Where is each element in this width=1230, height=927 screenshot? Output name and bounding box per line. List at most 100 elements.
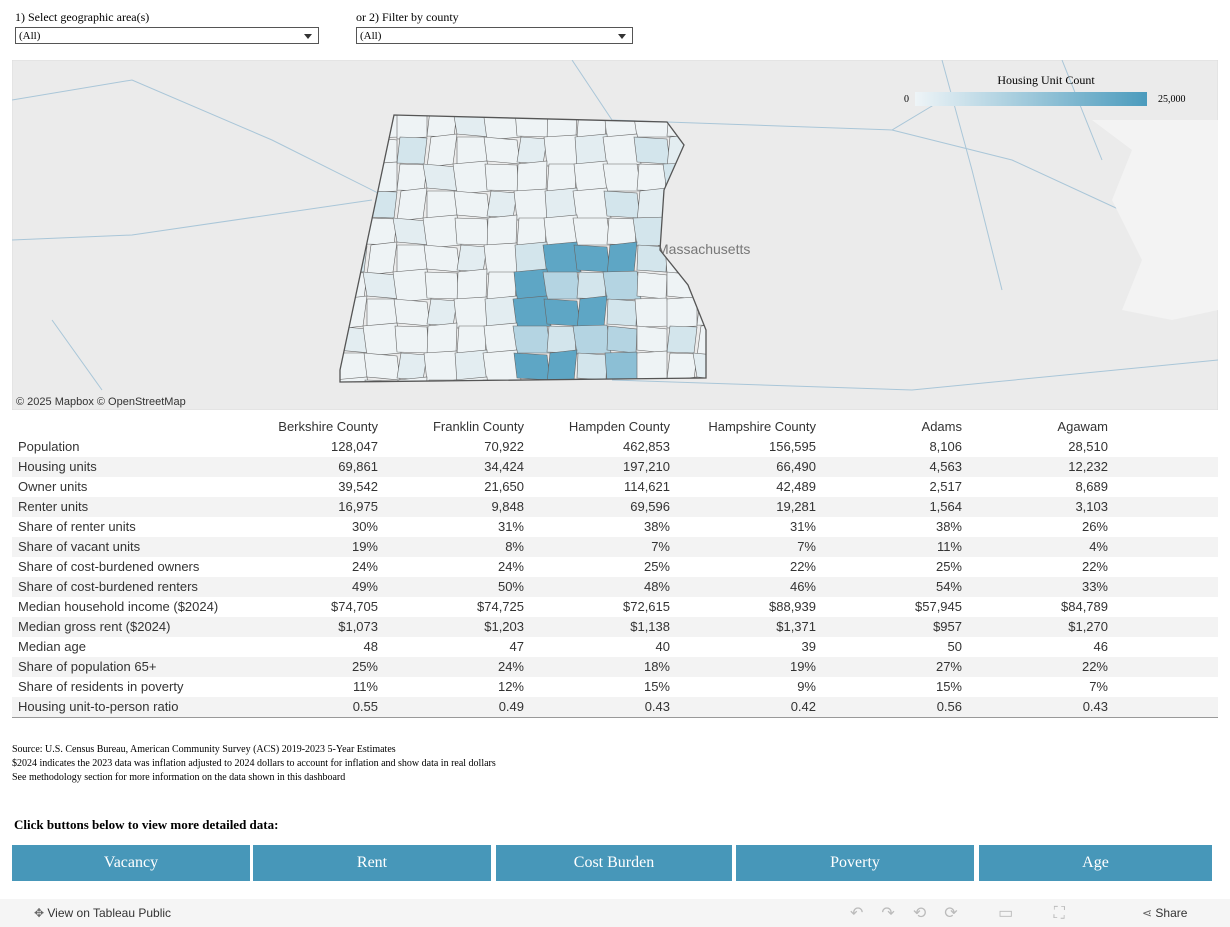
table-cell: 11% [352, 679, 378, 694]
table-cell: 7% [651, 539, 670, 554]
column-header: Adams [921, 419, 962, 434]
row-label: Population [18, 439, 80, 454]
table-cell: 49% [351, 579, 378, 594]
municipality [576, 271, 608, 300]
table-cell: $1,371 [776, 619, 816, 634]
municipality [696, 322, 706, 357]
municipality [423, 244, 461, 273]
table-cell: 24% [351, 559, 378, 574]
legend-ramp [915, 92, 1147, 106]
table-cell: 19% [351, 539, 378, 554]
toolbar-icons: ↶↷⟲⟳ ▭ ⛶ [850, 905, 1083, 922]
municipality [454, 217, 490, 246]
map-land [1092, 120, 1218, 320]
table-rule [12, 717, 1218, 718]
table-cell: 16,975 [338, 499, 378, 514]
view-link[interactable]: ✥ View on Tableau Public [34, 906, 172, 920]
place-label: Massachusetts [657, 241, 750, 257]
column-header: Berkshire County [278, 419, 378, 434]
table-cell: 25% [351, 659, 378, 674]
municipality [456, 136, 488, 165]
row-label: Renter units [18, 499, 89, 514]
legend-title: Housing Unit Count [997, 73, 1095, 87]
table-cell: 22% [789, 559, 816, 574]
table-cell: 25% [643, 559, 670, 574]
table-cell: $57,945 [915, 599, 962, 614]
table-cell: 8,106 [929, 439, 962, 454]
share-text: Share [1155, 906, 1188, 920]
filter-dropdown[interactable]: (All) [356, 27, 633, 44]
table-cell: 39,542 [338, 479, 378, 494]
nav-button[interactable]: Age [979, 845, 1212, 881]
nav-button[interactable]: Poverty [736, 845, 974, 881]
table-row: Share of cost-burdened renters 49% 50% 48% 4… [12, 577, 1218, 597]
municipality [396, 163, 428, 192]
municipality [486, 190, 518, 219]
table-cell: 21,650 [484, 479, 524, 494]
table-cell: 7% [797, 539, 816, 554]
table-cell: 26% [1081, 519, 1108, 534]
table-cell: 69,861 [338, 459, 378, 474]
municipality [636, 271, 668, 300]
municipality [484, 163, 520, 192]
nav-button[interactable]: Cost Burden [496, 845, 732, 881]
nav-button[interactable]: Vacancy [12, 845, 250, 881]
table-cell: 19% [789, 659, 816, 674]
toolbar: ✥ View on Tableau Public ↶↷⟲⟳ ▭ ⛶ ⋖ Shar… [0, 899, 1230, 927]
table-cell: 12% [497, 679, 524, 694]
table-cell: 15% [643, 679, 670, 694]
municipality [542, 271, 582, 300]
table-cell: 9% [797, 679, 816, 694]
prompt: Click buttons below to view more detaile… [14, 817, 279, 832]
municipality [666, 352, 698, 381]
table-cell: $88,939 [769, 599, 816, 614]
table-cell: 39 [801, 639, 816, 654]
municipality [636, 325, 668, 354]
table-row: Share of cost-burdened owners 24% 24% 25% 22… [12, 557, 1218, 577]
legend-min: 0 [904, 94, 909, 105]
table-cell: $72,615 [623, 599, 670, 614]
table-row: Population 128,047 70,922 462,853 156,595 8,1… [12, 437, 1218, 457]
municipality [513, 188, 551, 221]
table-row: Share of residents in poverty 11% 12% 15% 9%… [12, 677, 1218, 697]
table-cell: 25% [935, 559, 962, 574]
table-cell: 114,621 [623, 479, 670, 494]
municipality [604, 351, 640, 382]
table-cell: 0.43 [1082, 699, 1108, 714]
municipality [363, 352, 401, 381]
table-cell: 27% [935, 659, 962, 674]
municipality [396, 352, 428, 381]
table-cell: 70,922 [484, 439, 524, 454]
share-button[interactable]: ⋖ Share [1142, 906, 1188, 920]
municipality [513, 352, 551, 381]
municipality [426, 298, 458, 327]
table-cell: 156,595 [769, 439, 816, 454]
municipality [426, 190, 458, 219]
municipality [636, 244, 668, 273]
table-cell: 31% [497, 519, 524, 534]
table-cell: 46% [789, 579, 816, 594]
filter-dropdown[interactable]: (All) [15, 27, 319, 44]
table-header: Berkshire County Franklin County Hampden C… [12, 417, 1218, 437]
municipality [692, 352, 706, 381]
table-cell: 12,232 [1068, 459, 1108, 474]
row-label: Share of residents in poverty [18, 679, 184, 694]
table-cell: 50 [947, 639, 962, 654]
note: $2024 indicates the 2023 data was inflat… [12, 758, 496, 769]
column-header: Agawam [1057, 419, 1108, 434]
table-cell: $1,203 [484, 619, 524, 634]
table-cell: 22% [1081, 659, 1108, 674]
row-label: Share of vacant units [18, 539, 141, 554]
legend-max: 25,000 [1158, 94, 1186, 105]
table-row: Renter units 16,975 9,848 69,596 19,281 1,564… [12, 497, 1218, 517]
table-cell: 15% [935, 679, 962, 694]
municipality [543, 298, 581, 327]
table-row: Housing units 69,861 34,424 197,210 66,490 4,… [12, 457, 1218, 477]
note: Source: U.S. Census Bureau, American Com… [12, 744, 396, 755]
municipality [426, 133, 458, 168]
table-cell: $74,705 [331, 599, 378, 614]
municipality [340, 376, 372, 382]
nav-button[interactable]: Rent [253, 845, 491, 881]
municipality [453, 376, 491, 382]
